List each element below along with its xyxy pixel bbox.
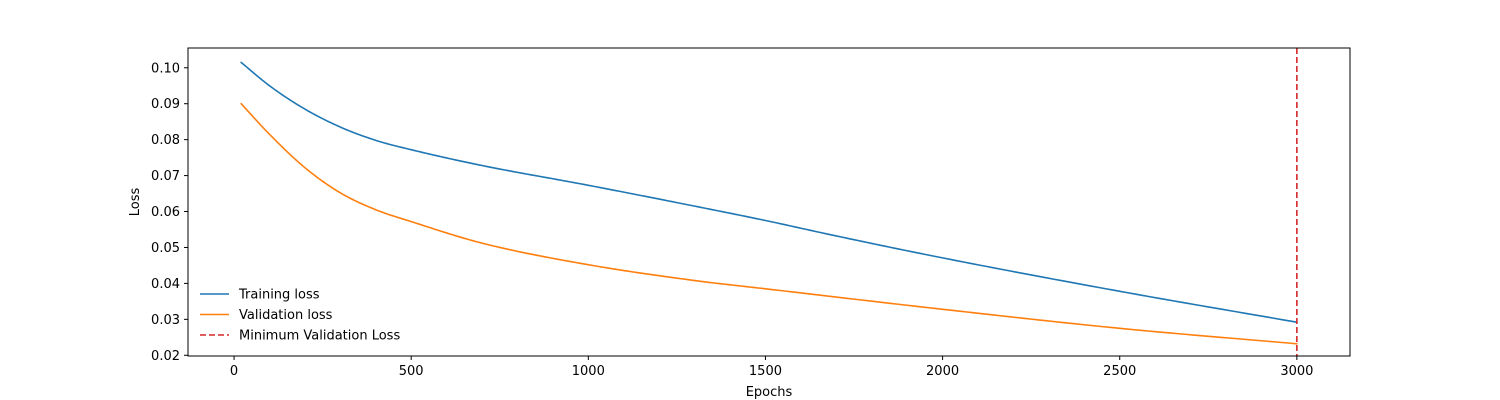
x-tick-label: 2000 — [926, 364, 959, 379]
y-tick-label: 0.06 — [151, 205, 180, 220]
x-axis-ticks: 0 500 1000 1500 2000 2500 3000 — [230, 356, 1313, 379]
plot-area-frame — [187, 47, 1351, 357]
legend-label-minimum-validation-loss: Minimum Validation Loss — [239, 329, 400, 344]
series-layer — [240, 61, 1298, 345]
x-tick-label: 0 — [230, 364, 238, 379]
series-line-validation-loss — [240, 102, 1298, 345]
x-axis-label: Epochs — [746, 385, 793, 400]
legend-label-validation-loss: Validation loss — [239, 308, 333, 323]
x-tick-label: 1500 — [749, 364, 782, 379]
y-tick-label: 0.08 — [151, 133, 180, 148]
y-tick-label: 0.02 — [151, 349, 180, 364]
y-tick-label: 0.07 — [151, 169, 180, 184]
x-tick-label: 2500 — [1103, 364, 1136, 379]
y-axis-ticks: 0.02 0.03 0.04 0.05 0.06 0.07 0.08 0.09 0.10 — [151, 61, 188, 364]
x-tick-label: 1000 — [572, 364, 605, 379]
legend: Training loss Validation loss Minimum Va… — [200, 288, 400, 344]
y-tick-label: 0.03 — [151, 313, 180, 328]
y-tick-label: 0.04 — [151, 277, 180, 292]
y-tick-label: 0.05 — [151, 241, 180, 256]
legend-label-training-loss: Training loss — [238, 288, 320, 303]
series-line-training-loss — [240, 61, 1298, 324]
x-tick-label: 3000 — [1280, 364, 1313, 379]
y-tick-label: 0.10 — [151, 61, 180, 76]
x-tick-label: 500 — [399, 364, 424, 379]
y-tick-label: 0.09 — [151, 97, 180, 112]
y-axis-label: Loss — [128, 188, 143, 217]
